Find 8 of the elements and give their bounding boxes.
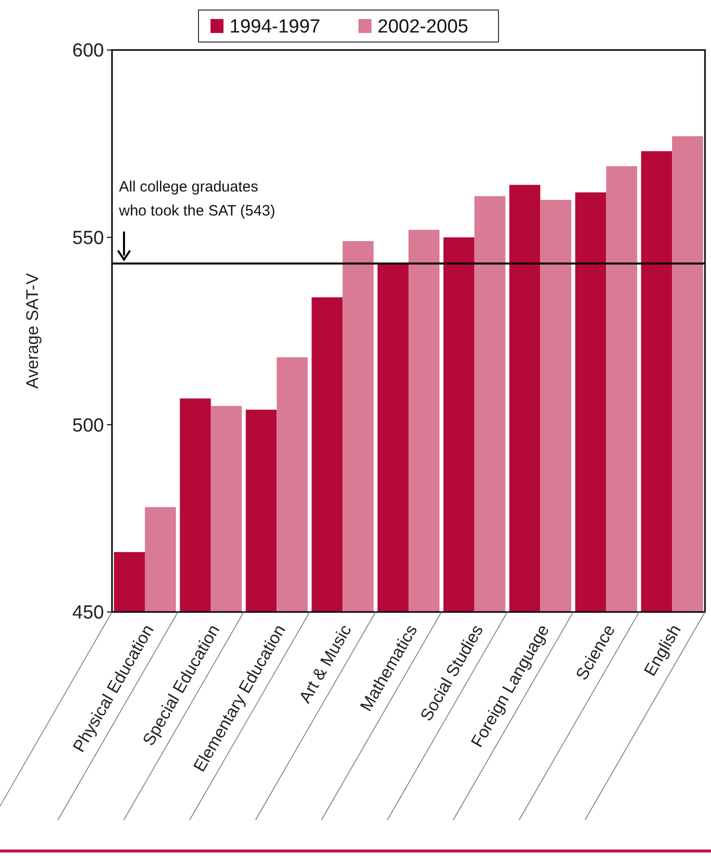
ref-line-label: All college graduates who took the SAT (543) [118, 178, 276, 220]
legend-label: 2002-2005 [378, 16, 468, 38]
y-tick-label: 550 [72, 228, 104, 249]
legend-label: 1994-1997 [230, 16, 320, 38]
y-tick-label: 500 [72, 415, 104, 436]
y-axis-title: Average SAT-V [23, 272, 42, 389]
y-tick-label: 600 [72, 40, 104, 62]
y-tick-label: 450 [72, 602, 104, 624]
